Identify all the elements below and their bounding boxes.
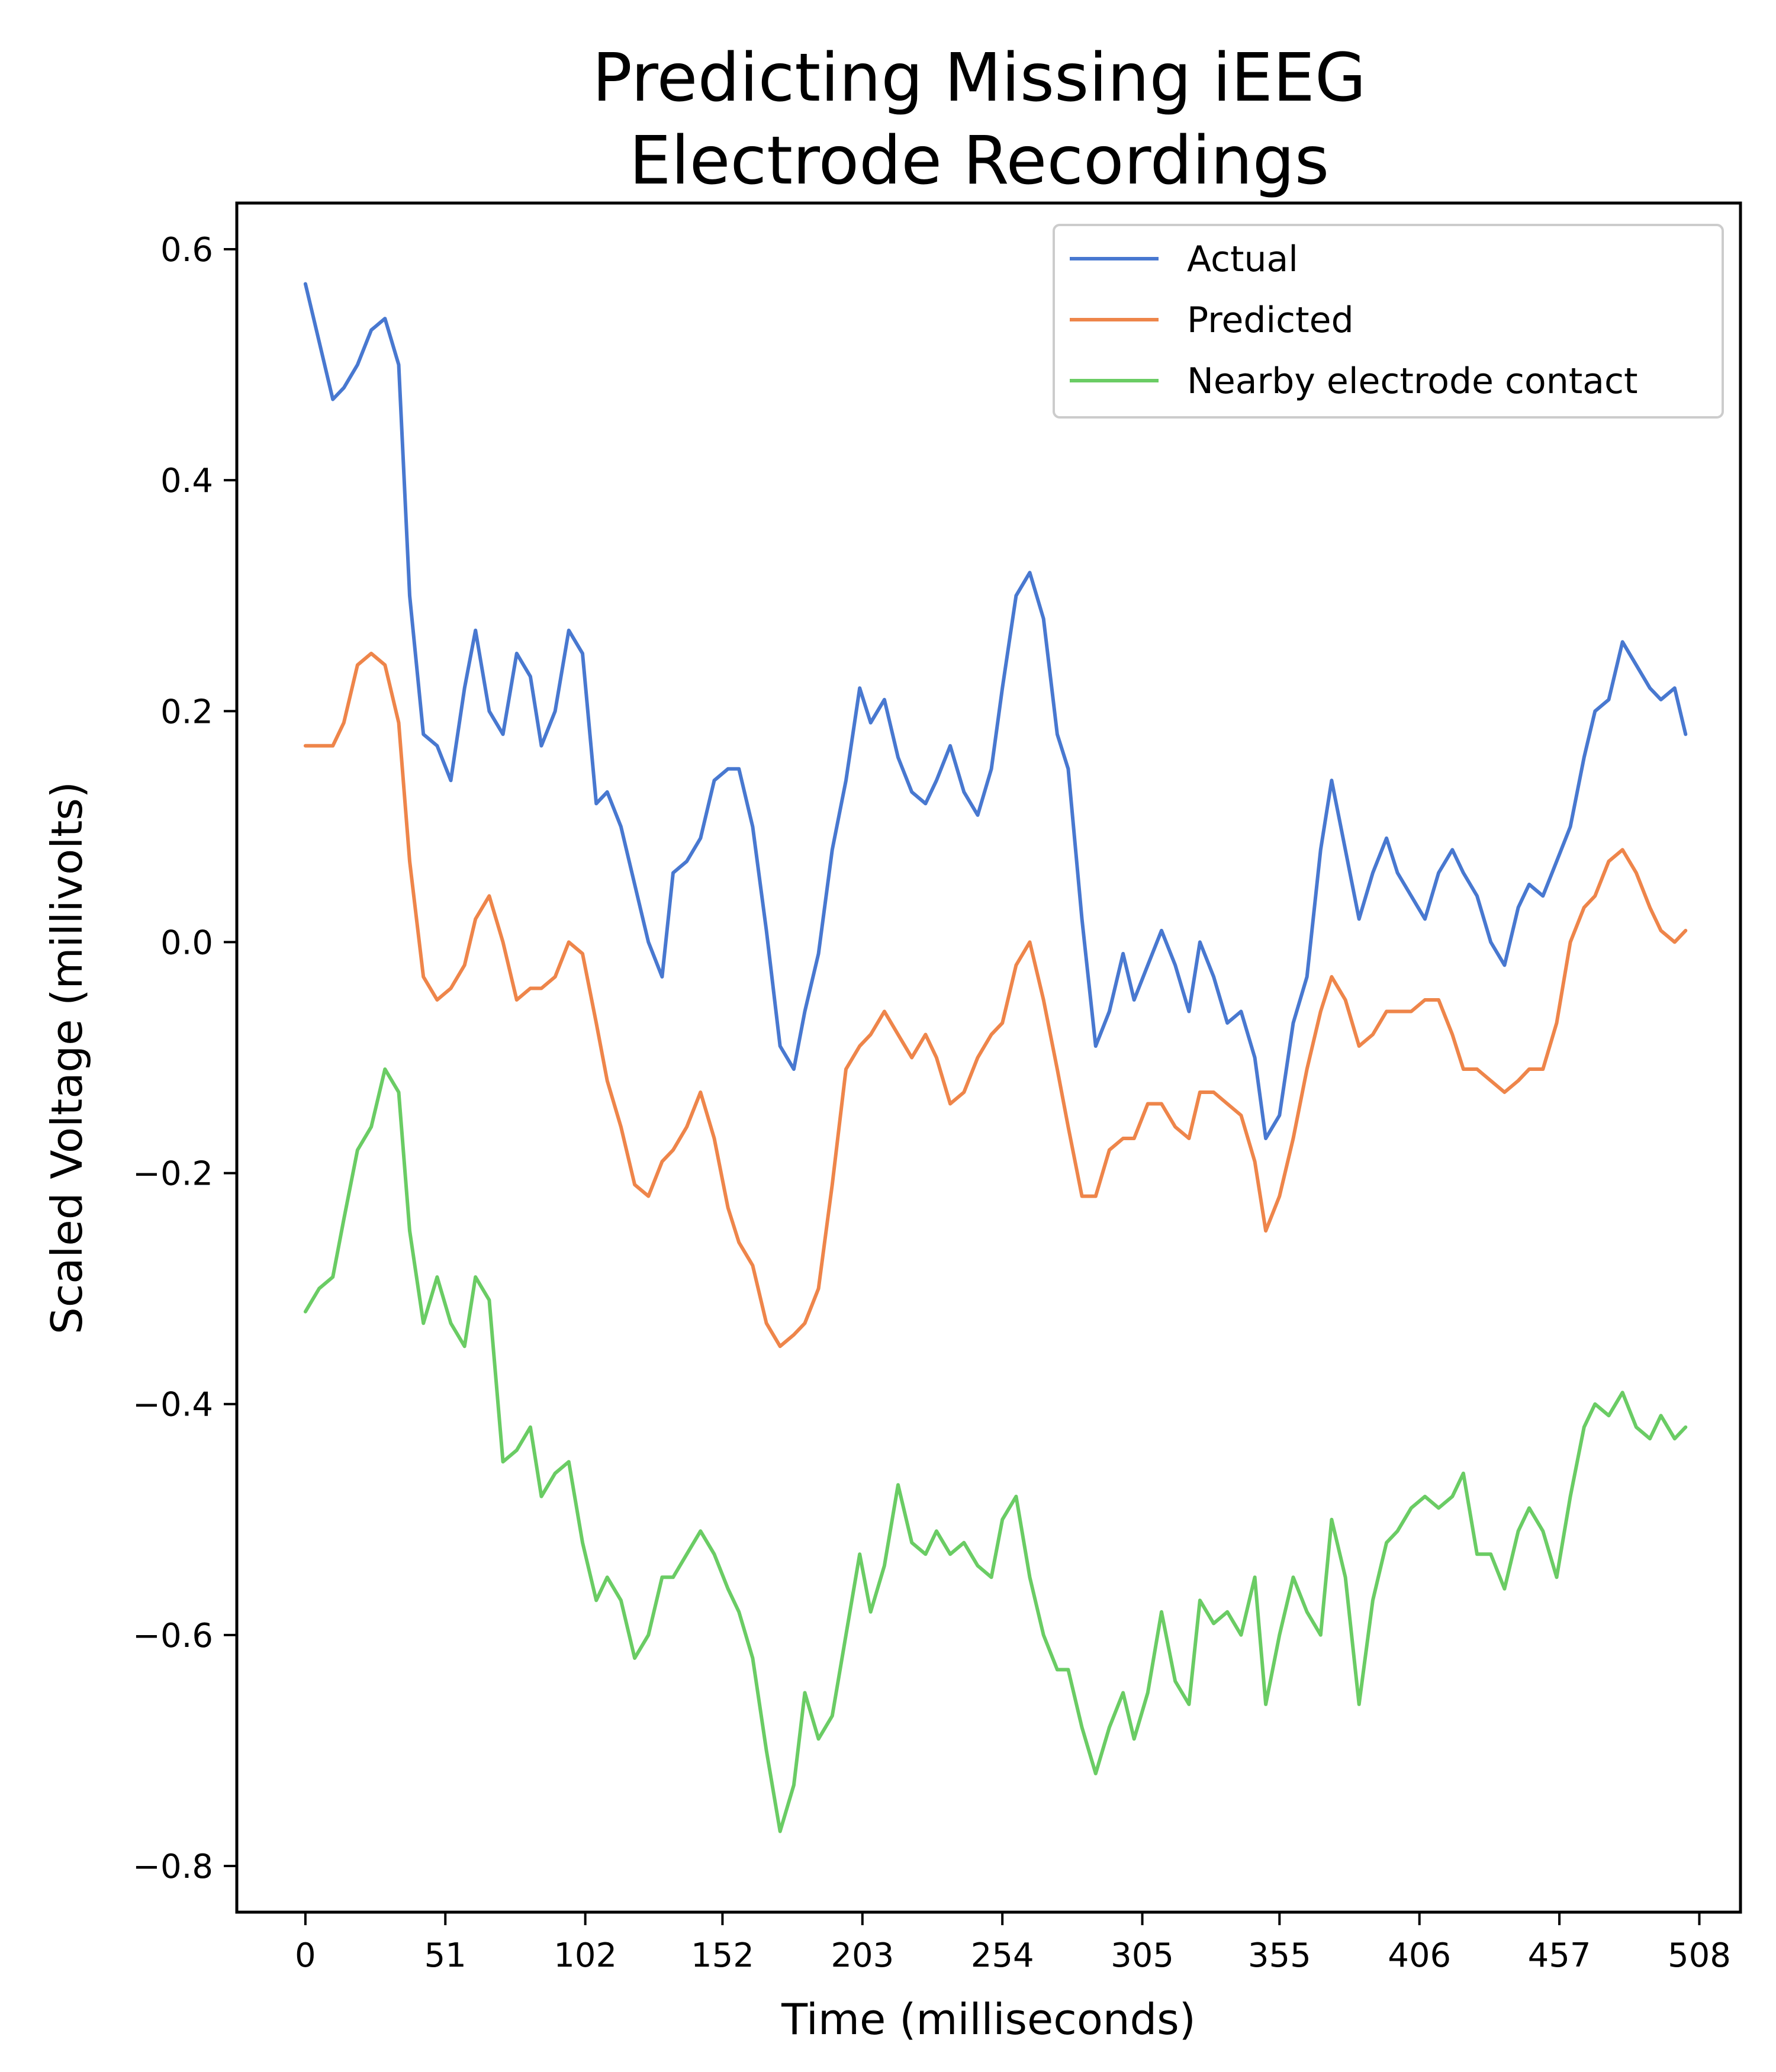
y-tick-label: 0.4	[160, 462, 213, 500]
plot-area	[235, 201, 1742, 1914]
y-axis-ticks: 0.6 0.4 0.2 0.0 −0.2 −0.4 −0.6 −0.8	[133, 231, 237, 1886]
x-axis-label: Time (milliseconds)	[781, 1994, 1196, 2044]
legend: Actual Predicted Nearby electrode contac…	[1053, 224, 1724, 419]
y-tick-label: −0.2	[133, 1155, 213, 1193]
x-tick-label: 203	[831, 1936, 894, 1975]
x-tick-label: 508	[1668, 1936, 1731, 1975]
y-tick-label: 0.6	[160, 231, 213, 269]
y-tick-label: 0.0	[160, 924, 213, 962]
legend-box	[1053, 224, 1724, 419]
legend-label-nearby: Nearby electrode contact	[1187, 361, 1638, 402]
x-axis-ticks: 0 51 102 152 203 254 305 355 406 457 508	[295, 1912, 1731, 1975]
x-tick-label: 254	[971, 1936, 1034, 1975]
y-tick-label: −0.6	[133, 1617, 213, 1655]
axes-frame	[235, 201, 1742, 1914]
y-tick-label: 0.2	[160, 693, 213, 731]
x-tick-label: 51	[424, 1936, 466, 1975]
nearby-electrode-series-line	[303, 1067, 1688, 1833]
legend-label-predicted: Predicted	[1187, 300, 1354, 341]
y-tick-label: −0.8	[133, 1848, 213, 1886]
x-tick-label: 152	[691, 1936, 754, 1975]
chart-title-line-1: Predicting Missing iEEG	[592, 40, 1366, 117]
x-tick-label: 457	[1528, 1936, 1591, 1975]
x-tick-label: 0	[295, 1936, 316, 1975]
series-layer	[303, 282, 1688, 1833]
actual-series-line	[303, 282, 1688, 1140]
y-axis-label: Scaled Voltage (millivolts)	[42, 781, 92, 1334]
x-tick-label: 305	[1111, 1936, 1174, 1975]
y-tick-label: −0.4	[133, 1386, 213, 1424]
x-tick-label: 406	[1388, 1936, 1451, 1975]
predicted-series-line	[303, 651, 1688, 1349]
chart-title-line-2: Electrode Recordings	[629, 123, 1330, 200]
legend-label-actual: Actual	[1187, 239, 1298, 280]
x-tick-label: 102	[554, 1936, 617, 1975]
x-tick-label: 355	[1248, 1936, 1311, 1975]
